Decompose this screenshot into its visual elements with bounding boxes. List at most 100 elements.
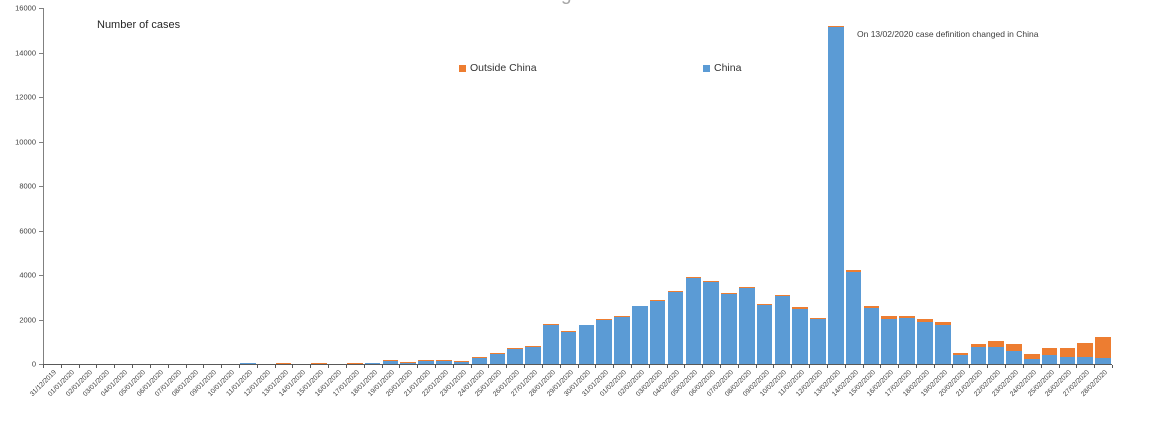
bar-segment-china	[667, 292, 684, 364]
x-tick	[167, 365, 169, 368]
bar-segment-outside-china	[881, 315, 898, 320]
bar-segment-china	[863, 307, 880, 364]
bar-segment-outside-china	[970, 344, 987, 347]
x-tick	[791, 365, 793, 368]
x-tick	[363, 365, 365, 368]
x-tick	[60, 365, 62, 368]
bar-17-02-2020	[899, 316, 915, 364]
x-tick	[185, 365, 187, 368]
chart-inner-label: Number of cases	[97, 19, 181, 31]
bar-25-02-2020	[1041, 348, 1058, 364]
bar-segment-outside-china	[1077, 342, 1094, 357]
bar-segment-china	[453, 361, 470, 364]
bar-26-02-2020	[1059, 347, 1076, 364]
bar-segment-outside-china	[721, 292, 737, 294]
bar-19-01-2020	[382, 360, 399, 364]
y-tick	[39, 319, 43, 321]
bar-29-01-2020	[560, 330, 577, 364]
x-tick	[452, 365, 454, 368]
bar-segment-outside-china	[649, 300, 666, 302]
y-tick-label: 0	[31, 359, 36, 369]
bar-27-01-2020	[525, 346, 541, 364]
x-tick	[720, 365, 722, 368]
y-tick	[39, 141, 43, 143]
bar-segment-outside-china	[1041, 348, 1058, 355]
bar-segment-china	[738, 288, 755, 364]
bar-segment-china	[578, 325, 595, 364]
x-tick	[238, 365, 240, 368]
y-tick-label: 4000	[19, 270, 36, 280]
bar-15-01-2020	[311, 363, 327, 364]
bar-segment-outside-china	[845, 270, 862, 272]
x-tick	[773, 365, 775, 368]
bar-segment-outside-china	[453, 361, 470, 362]
bar-22-02-2020	[988, 340, 1004, 364]
x-tick	[613, 365, 615, 368]
bar-segment-outside-china	[542, 323, 559, 325]
x-tick	[898, 365, 900, 368]
bar-segment-outside-china	[596, 319, 613, 320]
x-tick	[844, 365, 846, 368]
bar-segment-outside-china	[311, 363, 327, 364]
bar-segment-china	[721, 293, 737, 364]
x-tick	[862, 365, 864, 368]
legend-swatch-outside-china-icon	[459, 64, 466, 72]
bar-segment-outside-china	[703, 281, 719, 282]
x-tick	[1022, 365, 1024, 368]
bar-segment-outside-china	[899, 316, 915, 319]
x-tick	[1058, 365, 1060, 368]
bar-25-01-2020	[489, 353, 506, 364]
x-tick	[345, 365, 347, 368]
bar-20-01-2020	[400, 362, 417, 364]
bar-segment-outside-china	[774, 294, 791, 296]
x-tick	[559, 365, 561, 368]
x-tick	[987, 365, 989, 368]
bar-19-02-2020	[934, 322, 951, 364]
x-tick	[470, 365, 472, 368]
bar-segment-outside-china	[578, 324, 595, 326]
bar-segment-china	[471, 358, 488, 364]
bar-segment-china	[934, 325, 951, 364]
bar-segment-china	[614, 317, 630, 364]
bar-segment-china	[1006, 350, 1022, 364]
y-tick	[39, 52, 43, 54]
bar-segment-outside-china	[792, 306, 808, 309]
x-tick	[506, 365, 508, 368]
bar-segment-china	[1077, 356, 1094, 364]
bar-31-01-2020	[596, 319, 613, 364]
bar-23-02-2020	[1006, 343, 1022, 364]
bar-18-02-2020	[917, 319, 933, 364]
y-tick-label: 14000	[15, 48, 36, 57]
bar-08-02-2020	[738, 287, 755, 364]
y-tick-label: 8000	[19, 181, 36, 191]
x-tick	[96, 365, 98, 368]
bar-10-02-2020	[774, 294, 791, 364]
x-tick	[114, 365, 116, 368]
bar-17-01-2020	[346, 363, 363, 364]
bar-segment-outside-china	[1059, 347, 1076, 358]
bar-segment-outside-china	[418, 359, 434, 361]
bar-30-01-2020	[578, 324, 595, 364]
bar-segment-china	[489, 354, 506, 364]
bar-24-01-2020	[471, 357, 488, 364]
x-tick	[630, 365, 632, 368]
y-tick-label: 6000	[19, 226, 36, 235]
bar-segment-china	[952, 355, 969, 364]
bar-segment-outside-china	[614, 316, 630, 318]
y-tick-label: 2000	[19, 315, 36, 324]
bar-20-02-2020	[952, 352, 969, 364]
bar-28-02-2020	[1095, 336, 1111, 364]
bar-07-02-2020	[721, 292, 737, 364]
bar-segment-outside-china	[525, 346, 541, 347]
x-axis-line	[43, 364, 1112, 365]
bar-segment-china	[400, 363, 417, 364]
x-tick	[951, 365, 953, 368]
bar-segment-china	[756, 304, 773, 364]
bar-26-01-2020	[507, 348, 523, 364]
bar-segment-china	[845, 271, 862, 364]
bar-18-01-2020	[364, 362, 381, 364]
x-tick	[399, 365, 401, 368]
legend-swatch-china-icon	[703, 64, 710, 72]
bar-segment-outside-china	[507, 348, 523, 350]
